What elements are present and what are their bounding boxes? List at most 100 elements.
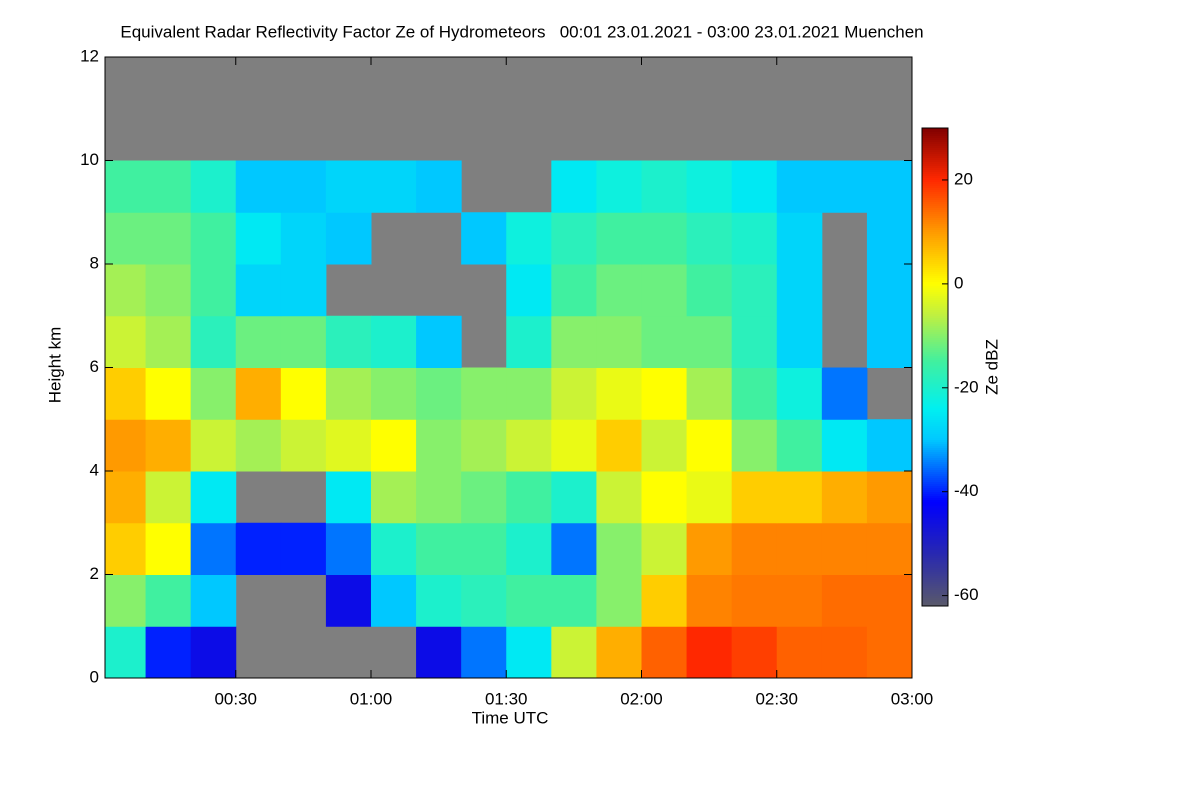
colorbar-swatch — [922, 462, 948, 465]
heatmap-cell — [776, 522, 823, 575]
heatmap-cell — [190, 419, 237, 472]
colorbar-swatch — [922, 526, 948, 529]
heatmap-cell — [776, 315, 823, 368]
colorbar-swatch — [922, 510, 948, 513]
colorbar-swatch — [922, 432, 948, 435]
colorbar-swatch — [922, 182, 948, 185]
colorbar-swatch — [922, 190, 948, 193]
colorbar-swatch — [922, 446, 948, 449]
heatmap-cell — [641, 160, 688, 213]
colorbar-swatch — [922, 492, 948, 495]
colorbar-swatch — [922, 528, 948, 531]
colorbar-swatch — [922, 486, 948, 489]
heatmap-cell — [731, 264, 778, 317]
heatmap-cell — [190, 264, 237, 317]
heatmap-cell — [641, 522, 688, 575]
colorbar-swatch — [922, 232, 948, 235]
heatmap-cell — [280, 264, 327, 317]
heatmap-cell — [506, 574, 552, 627]
heatmap-cell — [105, 160, 147, 213]
colorbar-swatch — [922, 518, 948, 521]
colorbar-swatch — [922, 330, 948, 333]
heatmap-cell — [506, 626, 552, 678]
colorbar-swatch — [922, 530, 948, 533]
heatmap-cell — [325, 367, 372, 420]
heatmap-cell — [776, 264, 823, 317]
heatmap-cell — [866, 160, 912, 213]
heatmap-cell — [686, 315, 733, 368]
colorbar-swatch — [922, 600, 948, 603]
heatmap-cell — [235, 264, 282, 317]
colorbar-swatch — [922, 498, 948, 501]
colorbar-swatch — [922, 382, 948, 385]
colorbar-swatch — [922, 154, 948, 157]
colorbar-swatch — [922, 356, 948, 359]
colorbar-swatch — [922, 560, 948, 563]
colorbar-swatch — [922, 482, 948, 485]
colorbar-swatch — [922, 392, 948, 395]
colorbar-swatch — [922, 566, 948, 569]
colorbar-swatch — [922, 602, 948, 605]
x-tick-label: 02:30 — [755, 689, 798, 708]
heatmap-cell — [370, 367, 417, 420]
heatmap-cell — [596, 160, 642, 213]
colorbar-swatch — [922, 488, 948, 491]
colorbar-swatch — [922, 340, 948, 343]
heatmap-cell — [145, 367, 192, 420]
colorbar-swatch — [922, 502, 948, 505]
heatmap-cell — [145, 212, 192, 265]
colorbar-swatch — [922, 310, 948, 313]
heatmap-cell — [821, 367, 868, 420]
colorbar-swatch — [922, 200, 948, 203]
heatmap-cell — [776, 419, 823, 472]
heatmap-cell — [821, 419, 868, 472]
heatmap-cell — [731, 315, 778, 368]
heatmap-cell — [280, 522, 327, 575]
colorbar-swatch — [922, 130, 948, 133]
colorbar-swatch — [922, 342, 948, 345]
heatmap-cell — [145, 315, 192, 368]
heatmap-cell — [325, 471, 372, 524]
colorbar-swatch — [922, 424, 948, 427]
heatmap-cell — [280, 212, 327, 265]
colorbar-swatch — [922, 208, 948, 211]
colorbar-swatch — [922, 254, 948, 257]
heatmap-cell — [596, 626, 642, 678]
colorbar-swatch — [922, 298, 948, 301]
heatmap-cell — [145, 522, 192, 575]
heatmap-cell — [190, 574, 237, 627]
colorbar-swatch — [922, 390, 948, 393]
colorbar-tick-label: 0 — [954, 273, 963, 292]
colorbar-swatch — [922, 394, 948, 397]
heatmap-cell — [370, 522, 417, 575]
colorbar-swatch — [922, 438, 948, 441]
colorbar-swatch — [922, 414, 948, 417]
colorbar-swatch — [922, 242, 948, 245]
colorbar-swatch — [922, 508, 948, 511]
heatmap-cell — [280, 160, 327, 213]
colorbar-swatch — [922, 536, 948, 539]
heatmap-cell — [596, 212, 642, 265]
heatmap-cell — [821, 160, 868, 213]
colorbar-swatch — [922, 470, 948, 473]
colorbar-swatch — [922, 380, 948, 383]
colorbar-swatch — [922, 408, 948, 411]
heatmap-cell — [145, 626, 192, 678]
colorbar-swatch — [922, 292, 948, 295]
heatmap-cell — [731, 367, 778, 420]
heatmap-cell — [686, 626, 733, 678]
heatmap-cell — [280, 315, 327, 368]
heatmap-cell — [821, 626, 868, 678]
heatmap-cell — [641, 626, 688, 678]
heatmap-cell — [686, 367, 733, 420]
heatmap-cell — [551, 264, 597, 317]
heatmap-cell — [461, 212, 507, 265]
colorbar-swatch — [922, 386, 948, 389]
colorbar-swatch — [922, 162, 948, 165]
colorbar-swatch — [922, 404, 948, 407]
colorbar-swatch — [922, 306, 948, 309]
heatmap-cell — [461, 419, 507, 472]
colorbar-tick-label: 20 — [954, 169, 973, 188]
colorbar-swatch — [922, 206, 948, 209]
colorbar-swatch — [922, 428, 948, 431]
